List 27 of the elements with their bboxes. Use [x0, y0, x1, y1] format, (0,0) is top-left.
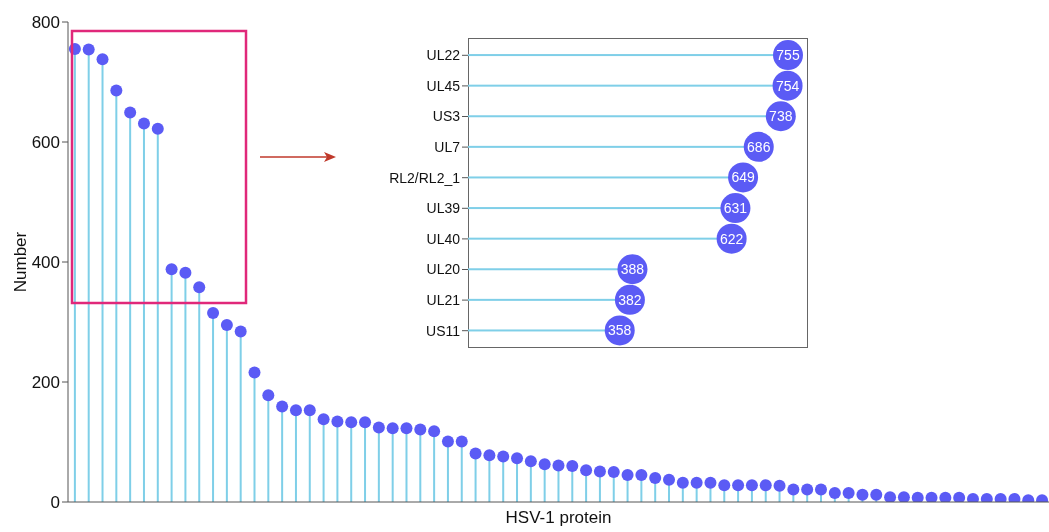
y-tick-label: 400: [31, 253, 60, 273]
y-tick-label: UL20: [426, 261, 461, 278]
y-tick-label: 200: [31, 373, 60, 393]
y-tick-label: UL22: [426, 47, 461, 64]
y-tick-label: 0: [50, 493, 60, 513]
x-axis-title: HSV-1 protein: [505, 508, 612, 527]
y-axis-title: Number: [11, 231, 31, 293]
y-tick-label: UL21: [426, 292, 461, 309]
data-label: 622: [719, 230, 744, 247]
y-tick-label: 800: [31, 13, 60, 33]
y-tick-label: UL45: [426, 77, 461, 94]
data-label: 388: [620, 261, 645, 278]
y-tick-label: RL2/RL2_1: [389, 169, 461, 186]
y-tick-label: US3: [432, 108, 461, 125]
y-tick-label: UL7: [434, 139, 461, 156]
data-label: 631: [723, 200, 748, 217]
data-label: 755: [776, 47, 800, 64]
data-label: 382: [618, 291, 642, 308]
y-tick-label: UL40: [426, 230, 461, 247]
y-tick-label: 600: [31, 133, 60, 153]
y-tick-label: US11: [426, 322, 461, 339]
data-label: 754: [775, 77, 800, 94]
y-tick-label: UL39: [426, 200, 461, 217]
data-label: 358: [608, 322, 632, 339]
data-label: 649: [731, 169, 755, 186]
data-label: 686: [747, 138, 771, 155]
data-label: 738: [769, 108, 793, 125]
